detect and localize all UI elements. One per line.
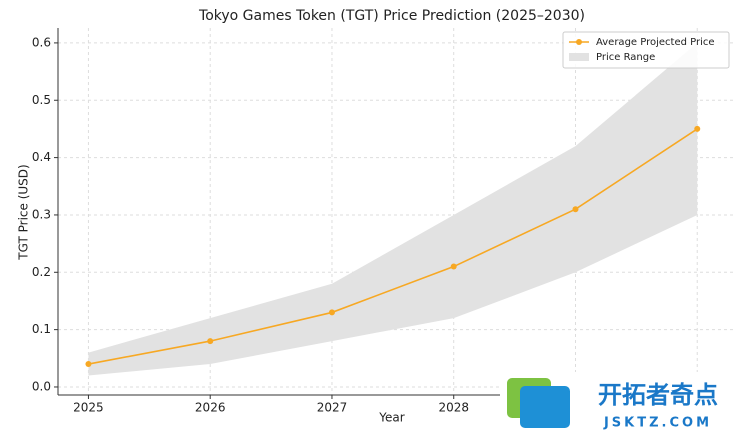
y-tick-label: 0.2 (32, 265, 51, 279)
x-tick-label: 2027 (317, 401, 348, 415)
y-tick-label: 0.1 (32, 322, 51, 336)
y-tick-label: 0.0 (32, 379, 51, 393)
data-point (85, 361, 92, 368)
y-tick-label: 0.6 (32, 35, 51, 49)
legend-swatch (569, 53, 589, 61)
series-line (88, 128, 698, 365)
x-tick-label: 2026 (195, 401, 226, 415)
y-tick-label: 0.4 (32, 150, 51, 164)
data-point (207, 338, 214, 345)
legend-marker (576, 39, 582, 45)
watermark-url: JSKTZ.COM (603, 416, 712, 431)
y-tick-label: 0.5 (32, 93, 51, 107)
x-axis-label: Year (378, 411, 404, 425)
watermark: 开拓者奇点 JSKTZ.COM (500, 372, 747, 434)
legend-box (562, 31, 730, 69)
x-tick-label: 2025 (73, 401, 104, 415)
y-axis-label: TGT Price (USD) (17, 164, 31, 260)
data-point (694, 125, 701, 132)
legend: Average Projected Price Price Range (562, 31, 730, 69)
y-tick-label: 0.3 (32, 207, 51, 221)
watermark-text: 开拓者奇点 (598, 381, 718, 409)
legend-label: Average Projected Price (596, 37, 715, 48)
legend-label: Price Range (596, 52, 655, 63)
chart-title: Tokyo Games Token (TGT) Price Prediction… (198, 8, 585, 24)
x-tick-label: 2028 (438, 401, 469, 415)
price-range-band (88, 42, 698, 376)
watermark-logo-front (520, 386, 570, 428)
data-point (450, 263, 457, 270)
data-point (572, 206, 579, 213)
data-point (328, 309, 335, 316)
